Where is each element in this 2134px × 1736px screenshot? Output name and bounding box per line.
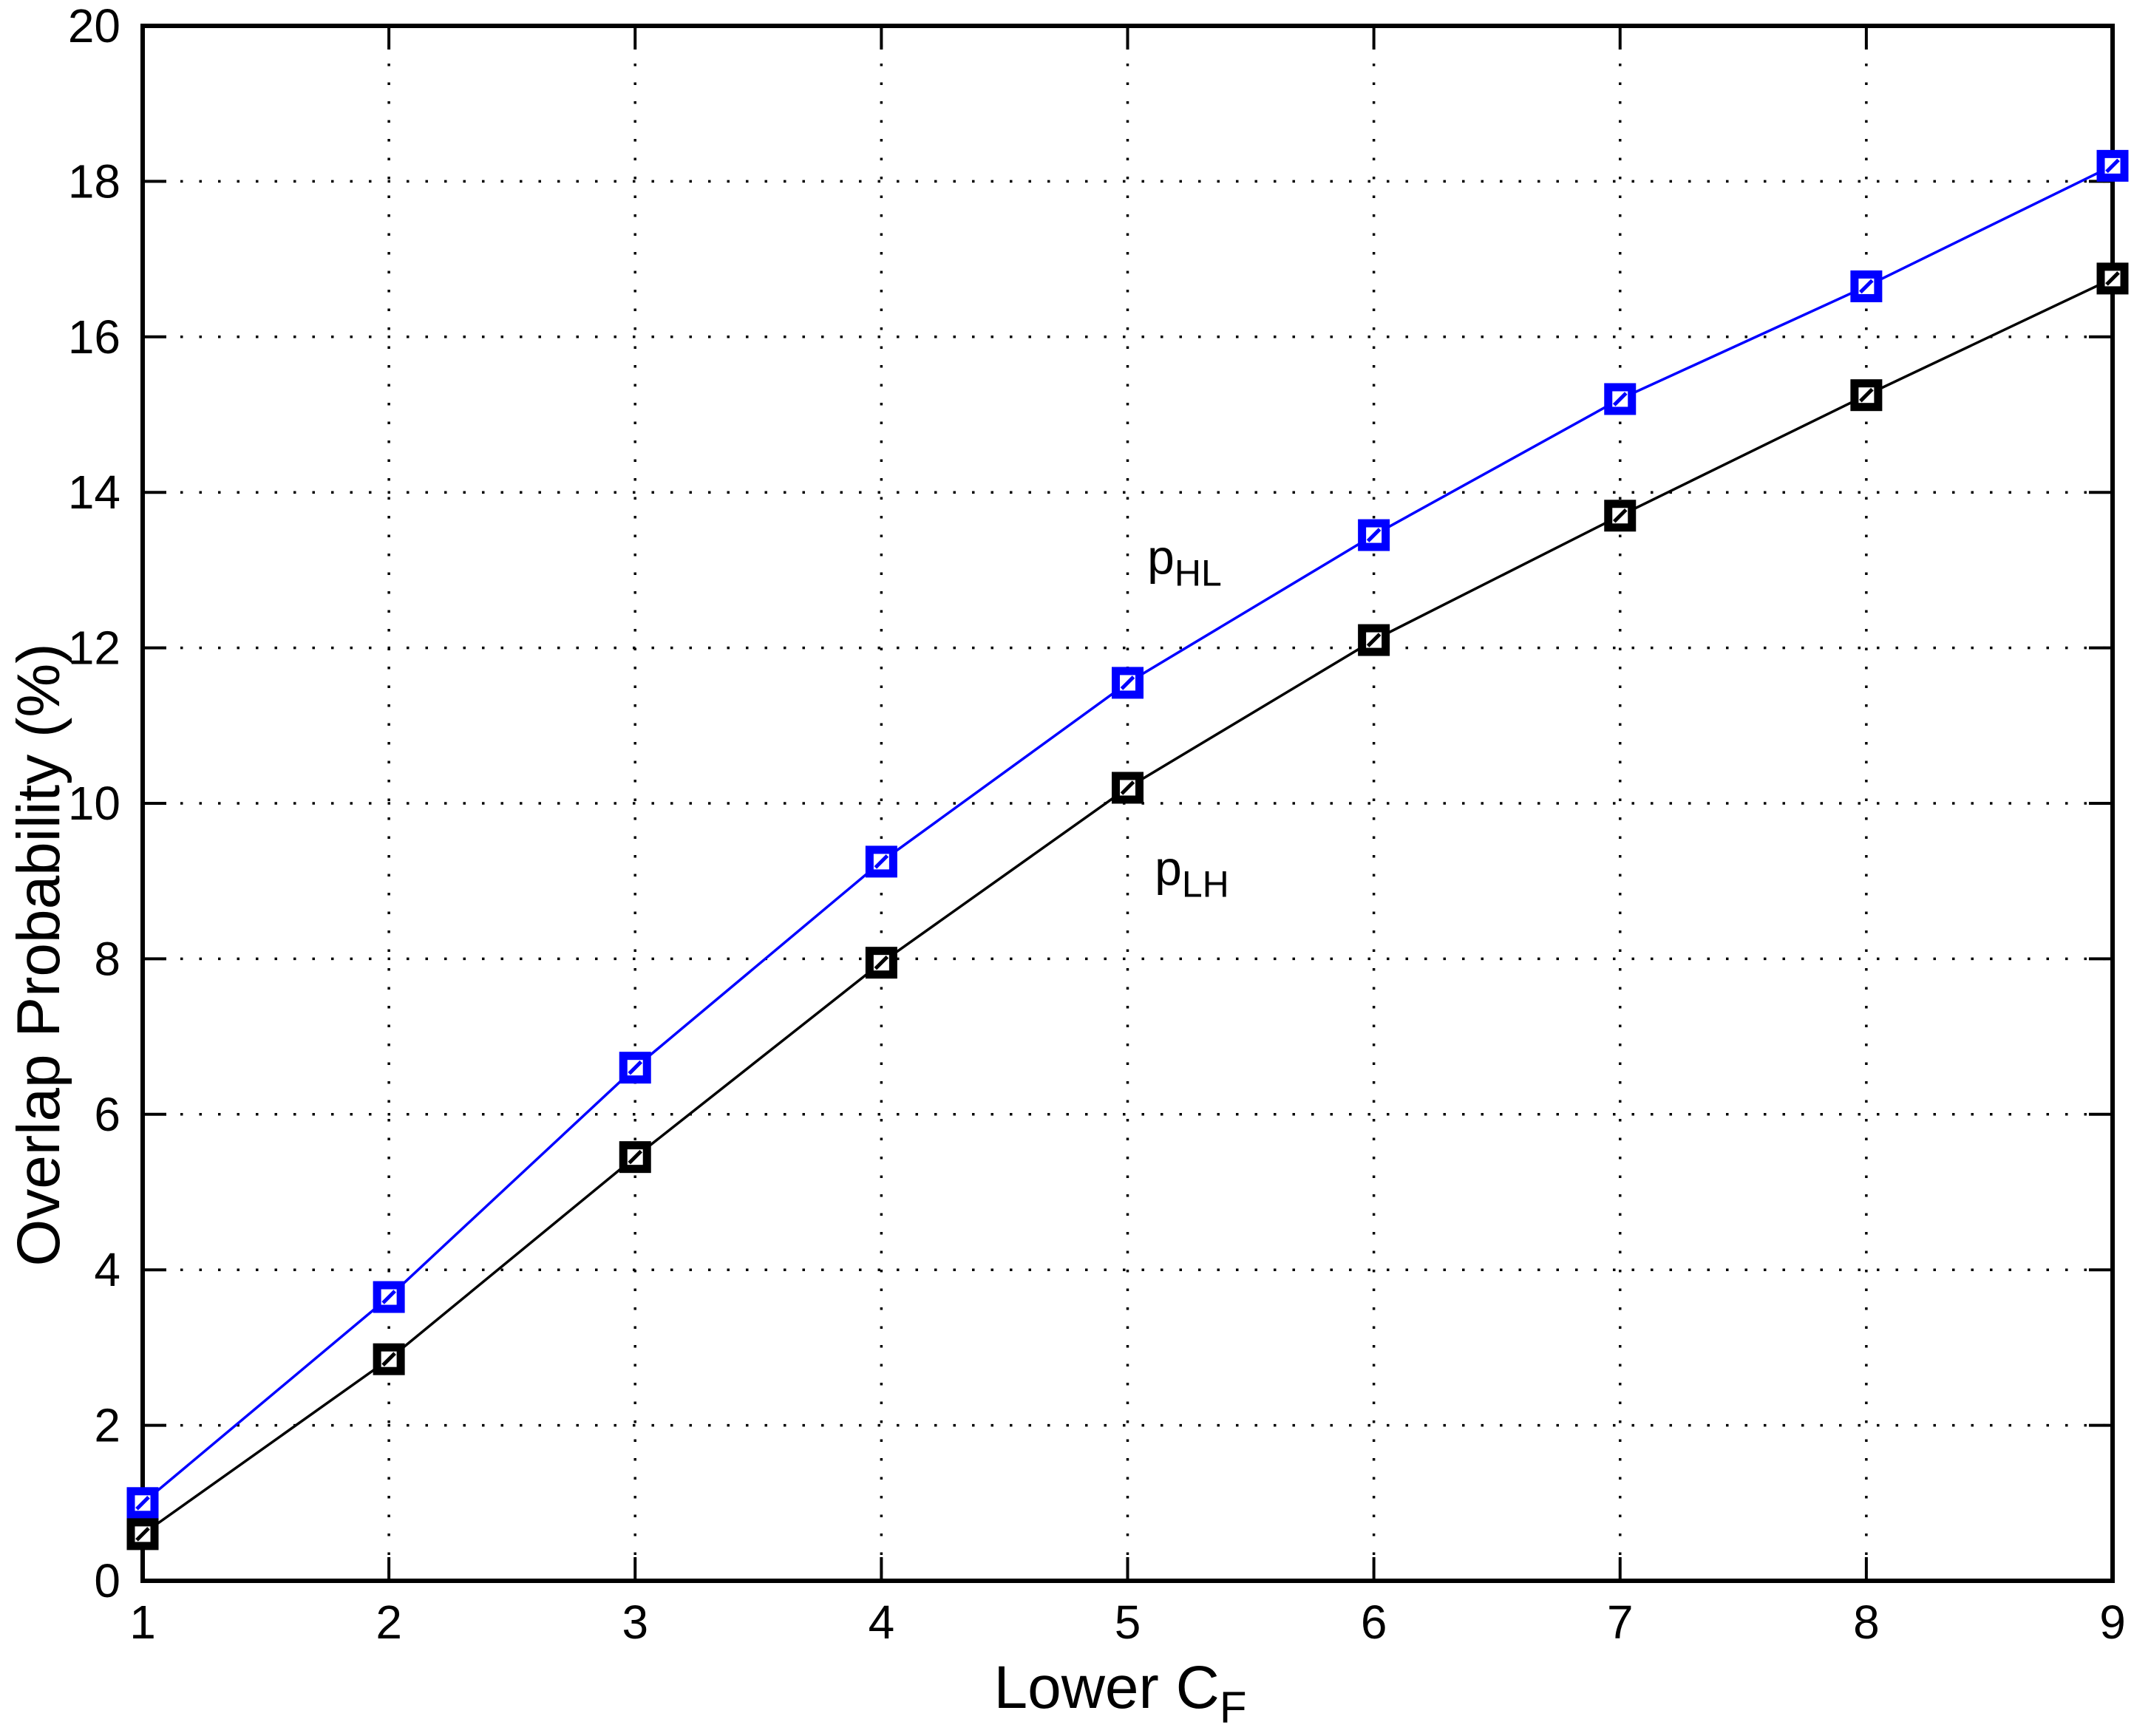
marker-core-p_HL [381, 1290, 396, 1304]
marker-p_HL [865, 845, 897, 878]
marker-p_LH [126, 1518, 159, 1551]
marker-core-p_LH [2105, 271, 2120, 286]
marker-p_LH [1604, 500, 1637, 532]
y-tick-label: 12 [68, 622, 120, 675]
marker-core-p_HL [874, 854, 889, 869]
x-tick-label: 8 [1853, 1596, 1880, 1649]
y-tick-label: 6 [94, 1088, 120, 1141]
x-tick-label: 1 [129, 1596, 156, 1649]
marker-core-p_LH [1859, 387, 1874, 403]
x-tick-label: 7 [1607, 1596, 1634, 1649]
marker-core-p_HL [1859, 279, 1874, 294]
marker-core-p_HL [1120, 675, 1135, 690]
y-tick-label: 10 [68, 777, 120, 830]
marker-core-p_HL [1366, 528, 1382, 542]
marker-core-p_HL [628, 1060, 643, 1075]
y-tick-label: 4 [94, 1243, 120, 1296]
marker-core-p_HL [1612, 392, 1628, 406]
x-tick-label: 9 [2099, 1596, 2126, 1649]
marker-p_HL [1358, 519, 1390, 551]
marker-p_HL [1604, 383, 1637, 415]
x-tick-label: 2 [376, 1596, 402, 1649]
x-tick-label: 6 [1361, 1596, 1387, 1649]
y-tick-label: 8 [94, 932, 120, 985]
y-tick-label: 20 [68, 0, 120, 52]
x-tick-label: 4 [869, 1596, 895, 1649]
y-tick-label: 0 [94, 1554, 120, 1607]
marker-core-p_LH [1120, 780, 1135, 795]
x-tick-label: 5 [1115, 1596, 1141, 1649]
y-tick-label: 18 [68, 154, 120, 208]
y-tick-label: 2 [94, 1399, 120, 1452]
y-tick-label: 16 [68, 310, 120, 364]
series-label-p_HL: pHL [1147, 530, 1222, 594]
plot-frame [140, 24, 2115, 1583]
marker-p_HL [2096, 149, 2129, 182]
marker-core-p_LH [135, 1527, 150, 1542]
series-label-p_LH: pLH [1155, 840, 1229, 905]
y-axis-label: Overlap Probability (%) [5, 643, 72, 1266]
marker-core-p_HL [135, 1496, 150, 1511]
marker-core-p_LH [874, 955, 889, 970]
x-axis-label: Lower CF [994, 1654, 1247, 1732]
marker-core-p_LH [1366, 633, 1382, 647]
y-tick-label: 14 [68, 466, 120, 519]
marker-core-p_LH [628, 1149, 643, 1165]
x-tick-label: 3 [622, 1596, 648, 1649]
marker-core-p_HL [2105, 158, 2120, 174]
marker-core-p_LH [381, 1352, 396, 1366]
marker-core-p_LH [1612, 508, 1628, 523]
